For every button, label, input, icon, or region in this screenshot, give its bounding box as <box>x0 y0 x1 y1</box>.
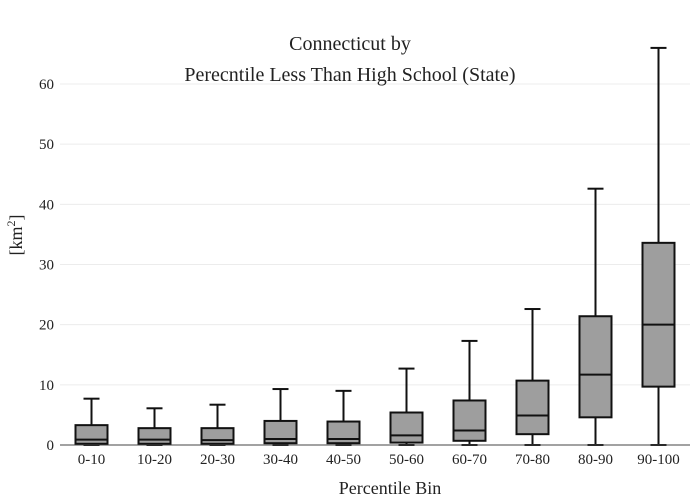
x-tick-label: 0-10 <box>78 452 106 468</box>
iqr-box <box>263 419 298 445</box>
iqr-box <box>515 379 550 436</box>
iqr-box <box>578 315 613 419</box>
y-tick-label: 10 <box>39 378 54 394</box>
x-tick-label: 50-60 <box>389 452 424 468</box>
x-tick-label: 20-30 <box>200 452 235 468</box>
y-axis-title-superscript: 2 <box>4 221 18 227</box>
box-60-70 <box>452 339 487 446</box>
y-tick-label: 60 <box>39 77 54 93</box>
x-tick-label: 60-70 <box>452 452 487 468</box>
x-tick-label: 40-50 <box>326 452 361 468</box>
iqr-box <box>641 241 676 388</box>
iqr-box <box>200 427 235 445</box>
box-series <box>74 46 676 446</box>
y-tick-label: 40 <box>39 197 54 213</box>
box-0-10 <box>74 397 109 446</box>
y-tick-label: 50 <box>39 137 54 153</box>
x-tick-label: 80-90 <box>578 452 613 468</box>
x-axis-title: Percentile Bin <box>339 478 441 498</box>
x-tick-label: 30-40 <box>263 452 298 468</box>
box-80-90 <box>578 187 613 446</box>
box-90-100 <box>641 46 676 446</box>
y-axis-title: [km2] <box>4 215 26 256</box>
iqr-box <box>74 424 109 445</box>
y-tick-label: 20 <box>39 318 54 334</box>
x-tick-label: 70-80 <box>515 452 550 468</box>
x-tick-label: 90-100 <box>637 452 680 468</box>
box-30-40 <box>263 388 298 446</box>
iqr-box <box>137 427 172 445</box>
box-10-20 <box>137 407 172 446</box>
chart-title-line-2: Perecntile Less Than High School (State) <box>184 64 515 86</box>
box-50-60 <box>389 367 424 446</box>
box-20-30 <box>200 403 235 446</box>
y-tick-label: 30 <box>39 258 54 274</box>
box-40-50 <box>326 389 361 446</box>
iqr-box <box>389 411 424 444</box>
chart-title-line-1: Connecticut by <box>289 33 411 55</box>
y-axis-ticks: 0 10 20 30 40 50 60 <box>39 77 54 454</box>
y-axis-title-close: ] <box>6 215 26 221</box>
iqr-box <box>452 399 487 442</box>
box-70-80 <box>515 308 550 446</box>
x-axis-ticks: 0-10 10-20 20-30 30-40 40-50 50-60 60-70 70-80 8… <box>78 452 680 468</box>
iqr-box <box>326 420 361 445</box>
y-axis-title-base: [km <box>6 227 26 256</box>
x-tick-label: 10-20 <box>137 452 172 468</box>
y-tick-label: 0 <box>47 438 55 454</box>
